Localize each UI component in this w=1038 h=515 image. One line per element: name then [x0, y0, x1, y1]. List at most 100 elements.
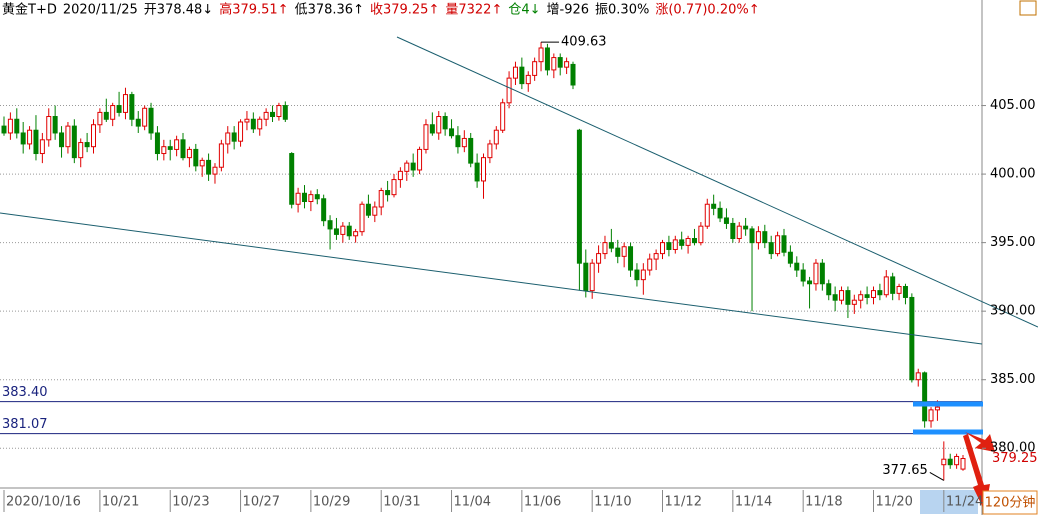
candle-body	[877, 290, 883, 296]
candle-body	[551, 57, 557, 71]
candle-body	[372, 206, 378, 216]
candle-body	[481, 157, 486, 182]
candle-body	[84, 142, 90, 148]
trend-line	[0, 212, 983, 345]
header-field: 高379.51↑	[219, 2, 288, 18]
candle-body	[39, 139, 45, 155]
candle-body	[787, 251, 793, 264]
candle-body	[947, 458, 953, 466]
candle-body	[20, 132, 26, 145]
candle-body	[839, 290, 845, 301]
candle-body	[500, 102, 506, 131]
candle-body	[186, 148, 192, 159]
arrow	[965, 432, 995, 452]
candle-body	[621, 246, 627, 257]
candle-body	[864, 294, 870, 298]
candle-body	[429, 124, 435, 134]
y-tick-label: 400.00	[990, 167, 1036, 182]
candle-body	[800, 269, 806, 282]
candle-body	[250, 118, 256, 130]
x-tick-label: 10/21	[102, 495, 139, 510]
candle-body	[596, 253, 602, 264]
candle-body	[461, 137, 467, 148]
candle-body	[397, 170, 403, 181]
candle-body	[231, 132, 237, 142]
candle-body	[736, 225, 742, 240]
period-box[interactable]	[982, 490, 1038, 515]
y-tick-label: 380.00	[990, 441, 1036, 456]
candle-body	[858, 294, 864, 301]
candle-body	[314, 194, 320, 200]
candle-body	[59, 132, 65, 148]
candle-body	[717, 207, 723, 219]
x-tick-label: 10/31	[383, 495, 420, 510]
candle-body	[640, 269, 646, 281]
candle-body	[174, 139, 180, 150]
candle-body	[263, 111, 269, 120]
candle-body	[327, 220, 333, 230]
candle-body	[442, 116, 448, 130]
candle-body	[385, 190, 391, 196]
candle-body	[608, 242, 614, 249]
candle-body	[103, 111, 109, 120]
candle-body	[282, 105, 288, 120]
candle-body	[238, 121, 244, 142]
candle-body	[52, 116, 58, 134]
candle-body	[1, 125, 7, 134]
candle-body	[474, 162, 480, 182]
candle-body	[276, 105, 282, 118]
candle-body	[653, 253, 659, 260]
candle-body	[762, 231, 768, 244]
candle-body	[902, 285, 908, 298]
x-tick-label: 11/24	[946, 495, 983, 510]
candle-body	[270, 111, 276, 118]
candle-body	[257, 118, 263, 130]
candle-body	[365, 203, 371, 216]
candle-body	[455, 135, 461, 148]
header-field: 涨(0.77)0.20%↑	[655, 3, 759, 18]
candle-body	[570, 63, 576, 86]
candle-body	[525, 74, 531, 85]
candle-body	[78, 142, 84, 159]
candle-body	[544, 47, 550, 71]
candle-body	[730, 222, 736, 240]
candle-body	[340, 225, 346, 235]
candle-body	[193, 148, 199, 167]
candle-body	[704, 203, 710, 227]
icon[interactable]	[1019, 0, 1037, 16]
candle-body	[436, 116, 442, 134]
candle-body	[295, 192, 301, 205]
candle-body	[794, 262, 800, 271]
candle-body	[14, 118, 20, 134]
candle-body	[909, 296, 915, 381]
candle-body	[928, 409, 934, 422]
candle-body	[870, 290, 876, 298]
candle-body	[167, 146, 173, 150]
x-tick-label: 11/18	[805, 495, 842, 510]
x-tick-label: 11/14	[735, 495, 772, 510]
candle-body	[142, 107, 148, 127]
candle-body	[346, 225, 352, 237]
candle-body	[199, 159, 205, 167]
candle-body	[832, 294, 838, 301]
candle-body	[743, 225, 749, 230]
header-field: 仓4↓	[508, 3, 540, 18]
date-highlight	[920, 490, 978, 514]
header-field: 收379.25↑	[370, 3, 439, 18]
candle-body	[896, 285, 902, 294]
candle-body	[468, 137, 474, 164]
y-tick-label: 385.00	[990, 372, 1036, 387]
candle-body	[954, 455, 960, 466]
candle-body	[934, 406, 940, 411]
candle-body	[33, 129, 39, 155]
header-field: 增-926	[547, 3, 590, 18]
candle-body	[576, 129, 582, 264]
candle-body	[333, 228, 339, 235]
candle-body	[97, 111, 103, 126]
candle-body	[91, 124, 97, 148]
candle-body	[691, 238, 697, 244]
candle-body	[589, 262, 595, 292]
candle-body	[148, 107, 154, 134]
candle-body	[583, 262, 589, 292]
